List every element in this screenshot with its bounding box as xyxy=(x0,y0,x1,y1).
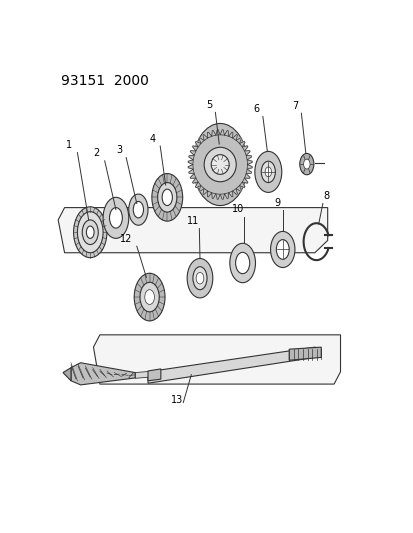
Text: 8: 8 xyxy=(322,191,328,201)
Ellipse shape xyxy=(109,207,122,228)
Polygon shape xyxy=(71,363,135,385)
Polygon shape xyxy=(93,335,340,384)
Ellipse shape xyxy=(74,207,107,257)
Ellipse shape xyxy=(204,147,236,182)
Text: 10: 10 xyxy=(232,204,244,214)
Ellipse shape xyxy=(196,272,203,284)
Ellipse shape xyxy=(86,226,94,238)
Text: 13: 13 xyxy=(170,395,183,406)
Ellipse shape xyxy=(82,220,98,245)
Ellipse shape xyxy=(229,243,255,282)
Text: 11: 11 xyxy=(187,216,199,226)
Polygon shape xyxy=(58,207,327,253)
Text: 7: 7 xyxy=(292,101,298,111)
Ellipse shape xyxy=(162,189,172,206)
Polygon shape xyxy=(148,347,320,383)
Ellipse shape xyxy=(140,282,159,312)
Text: 4: 4 xyxy=(150,134,156,143)
Ellipse shape xyxy=(134,273,165,321)
Text: 9: 9 xyxy=(273,198,279,207)
Ellipse shape xyxy=(270,231,294,268)
Ellipse shape xyxy=(157,183,176,212)
Text: 12: 12 xyxy=(120,233,132,244)
Text: 1: 1 xyxy=(66,140,72,150)
Ellipse shape xyxy=(264,167,271,177)
Ellipse shape xyxy=(211,155,229,174)
Ellipse shape xyxy=(303,159,309,169)
Ellipse shape xyxy=(192,266,206,290)
Polygon shape xyxy=(288,347,320,360)
Polygon shape xyxy=(148,369,161,381)
Ellipse shape xyxy=(192,124,247,206)
Text: 5: 5 xyxy=(205,100,211,110)
Ellipse shape xyxy=(152,174,182,221)
Ellipse shape xyxy=(103,197,128,238)
Ellipse shape xyxy=(276,240,288,260)
Ellipse shape xyxy=(187,259,212,298)
Ellipse shape xyxy=(133,201,143,218)
Text: 93151  2000: 93151 2000 xyxy=(61,74,149,88)
Polygon shape xyxy=(188,130,252,199)
Ellipse shape xyxy=(254,151,281,192)
Ellipse shape xyxy=(77,212,103,253)
Polygon shape xyxy=(135,371,154,378)
Text: 3: 3 xyxy=(116,145,122,155)
Text: 2: 2 xyxy=(93,148,100,158)
Ellipse shape xyxy=(128,194,148,225)
Ellipse shape xyxy=(235,252,249,273)
Ellipse shape xyxy=(145,290,154,304)
Text: 6: 6 xyxy=(253,104,259,114)
Polygon shape xyxy=(63,368,71,381)
Ellipse shape xyxy=(261,161,275,183)
Ellipse shape xyxy=(299,154,313,175)
